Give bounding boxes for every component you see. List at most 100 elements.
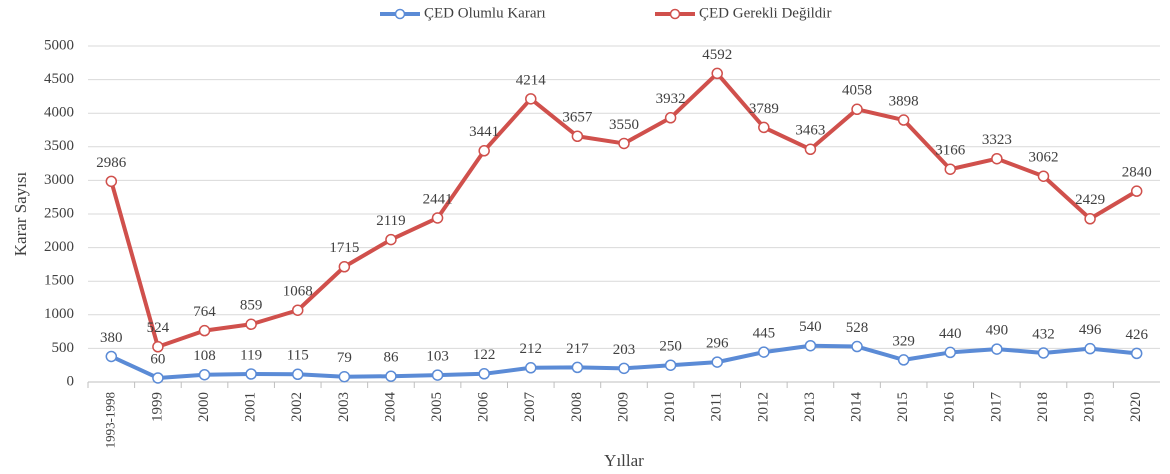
data-label: 524 xyxy=(147,320,170,336)
point xyxy=(152,341,164,353)
y-tick-label: 0 xyxy=(67,373,75,389)
point xyxy=(944,346,957,359)
point xyxy=(385,233,397,246)
point xyxy=(571,130,584,142)
series-line xyxy=(109,71,1138,349)
legend-marker xyxy=(394,8,406,20)
x-tick-label: 2010 xyxy=(662,392,678,422)
x-tick-label: 2003 xyxy=(336,392,352,422)
point xyxy=(152,372,164,384)
point xyxy=(944,163,957,175)
point xyxy=(478,145,490,157)
point xyxy=(664,112,677,124)
point xyxy=(618,137,630,150)
data-label: 250 xyxy=(659,339,682,355)
data-label: 2441 xyxy=(423,191,453,207)
x-tick-label: 2005 xyxy=(429,392,445,422)
legend-marker xyxy=(669,8,681,20)
x-tick-label: 1999 xyxy=(149,392,165,422)
point xyxy=(571,361,584,374)
point xyxy=(245,368,257,380)
point xyxy=(758,121,770,134)
data-label: 859 xyxy=(240,298,263,314)
data-label: 2119 xyxy=(376,213,405,229)
data-label: 440 xyxy=(939,326,962,342)
point xyxy=(431,369,444,381)
data-label: 432 xyxy=(1032,326,1055,342)
x-tick-label: 2017 xyxy=(988,392,1004,423)
point xyxy=(478,368,490,380)
point xyxy=(804,339,817,352)
point xyxy=(851,340,863,353)
x-tick-label: 2001 xyxy=(243,392,259,422)
x-tick-label: 2000 xyxy=(196,392,212,422)
point xyxy=(1084,213,1096,225)
data-label: 2429 xyxy=(1075,192,1105,208)
point xyxy=(338,370,351,383)
data-label: 3898 xyxy=(889,93,919,109)
x-tick-label: 2009 xyxy=(615,392,631,422)
y-tick-label: 3000 xyxy=(44,172,74,188)
point xyxy=(897,354,910,366)
data-label: 426 xyxy=(1125,327,1148,343)
x-tick-label: 2014 xyxy=(848,392,864,423)
point xyxy=(525,93,537,105)
y-tick-label: 5000 xyxy=(44,37,74,53)
point xyxy=(1130,185,1143,197)
data-label: 3463 xyxy=(795,123,825,139)
point xyxy=(105,175,118,188)
data-label: 445 xyxy=(753,326,776,342)
point xyxy=(525,362,537,374)
y-tick-label: 4000 xyxy=(44,105,74,121)
x-axis-title: Yıllar xyxy=(604,451,644,470)
data-label: 3323 xyxy=(982,132,1012,148)
data-label: 3789 xyxy=(749,101,779,117)
data-label: 3550 xyxy=(609,117,639,133)
point xyxy=(1130,347,1143,360)
data-label: 119 xyxy=(240,347,262,363)
data-label: 122 xyxy=(473,347,496,363)
point xyxy=(338,261,351,273)
point xyxy=(431,212,444,224)
data-label: 217 xyxy=(566,341,589,357)
x-tick-label: 2008 xyxy=(569,392,585,422)
point xyxy=(897,114,910,126)
data-label: 4592 xyxy=(702,47,732,63)
point xyxy=(291,368,304,381)
data-label: 1068 xyxy=(283,284,313,300)
point xyxy=(291,304,304,316)
point xyxy=(385,370,397,382)
data-label: 1715 xyxy=(329,240,359,256)
legend-label: ÇED Gerekli Değildir xyxy=(699,5,831,21)
legend-label: ÇED Olumlu Kararı xyxy=(424,5,546,21)
data-label: 2840 xyxy=(1122,165,1152,181)
data-label: 212 xyxy=(520,341,543,357)
data-label: 3062 xyxy=(1028,150,1058,166)
x-tick-label: 2002 xyxy=(289,392,305,422)
data-label: 4058 xyxy=(842,83,872,99)
x-tick-label: 2020 xyxy=(1128,392,1144,422)
y-tick-label: 500 xyxy=(52,340,75,356)
x-tick-label: 2011 xyxy=(709,392,725,421)
point xyxy=(664,359,677,371)
x-tick-label: 2006 xyxy=(476,392,492,423)
data-label: 3441 xyxy=(469,124,499,140)
point xyxy=(1084,342,1096,355)
y-axis-title: Karar Sayısı xyxy=(11,171,30,256)
data-label: 86 xyxy=(383,350,399,366)
x-tick-label: 2015 xyxy=(895,392,911,422)
y-tick-label: 3500 xyxy=(44,138,74,154)
point xyxy=(991,343,1003,355)
x-tick-label: 2007 xyxy=(522,392,538,423)
point xyxy=(991,152,1003,165)
x-tick-label: 2018 xyxy=(1035,392,1051,422)
y-tick-label: 4500 xyxy=(44,71,74,87)
y-tick-label: 1000 xyxy=(44,306,74,322)
data-label: 3166 xyxy=(935,143,966,159)
data-label: 203 xyxy=(613,342,636,358)
point xyxy=(245,318,257,331)
data-label: 490 xyxy=(986,323,1009,339)
y-tick-label: 2500 xyxy=(44,205,74,221)
data-label: 528 xyxy=(846,320,869,336)
data-label: 296 xyxy=(706,336,729,352)
